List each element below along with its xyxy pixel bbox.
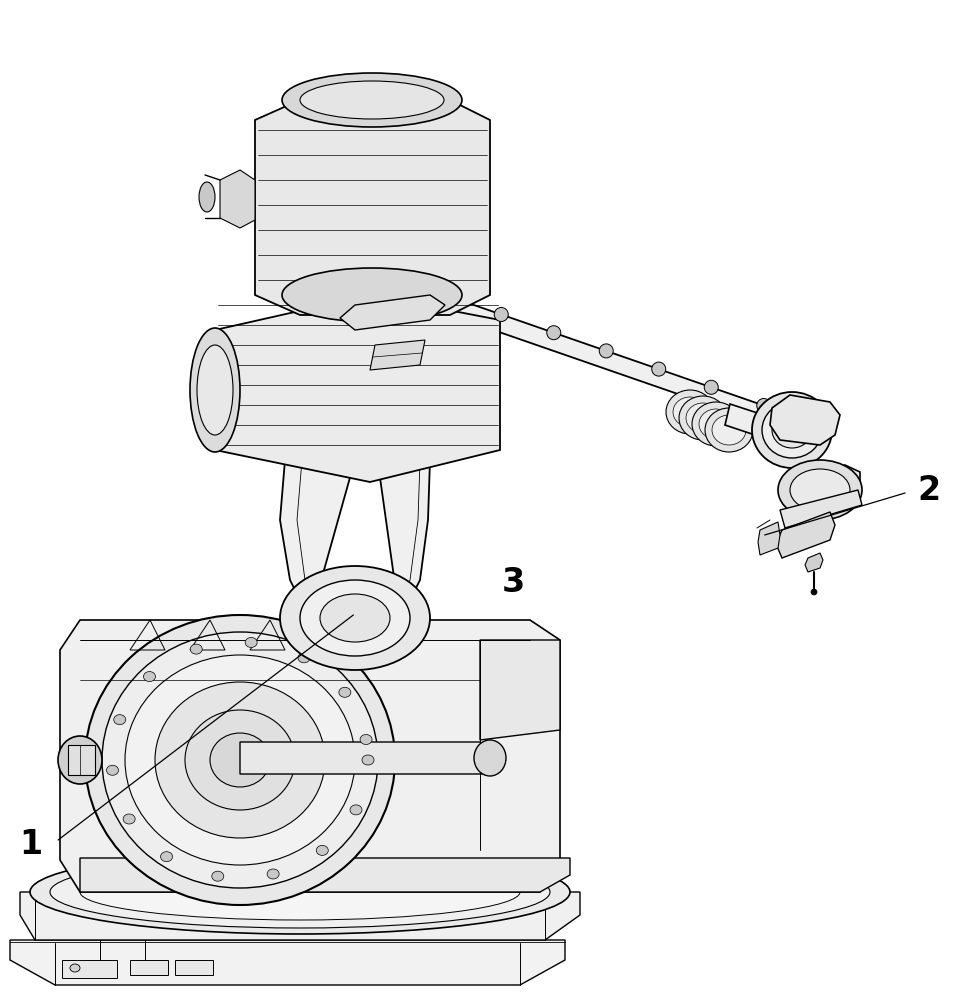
Polygon shape [220,170,255,228]
Polygon shape [770,395,840,445]
Ellipse shape [762,402,822,458]
Ellipse shape [30,850,570,934]
Ellipse shape [185,710,295,810]
Ellipse shape [85,615,395,905]
Ellipse shape [666,390,714,434]
Ellipse shape [282,73,462,127]
Polygon shape [776,512,835,558]
Ellipse shape [705,380,718,394]
Polygon shape [10,940,565,985]
Ellipse shape [161,852,172,862]
Ellipse shape [298,653,310,663]
Polygon shape [255,100,490,315]
Ellipse shape [300,580,410,656]
Ellipse shape [155,682,325,838]
Ellipse shape [692,402,740,446]
Ellipse shape [197,345,233,435]
Ellipse shape [673,397,707,427]
Polygon shape [805,553,823,572]
Ellipse shape [778,460,862,520]
Polygon shape [725,404,800,452]
Ellipse shape [106,765,118,775]
Text: 2: 2 [918,474,941,506]
Ellipse shape [547,326,560,340]
Ellipse shape [360,735,372,745]
Ellipse shape [191,644,202,654]
Ellipse shape [782,421,802,439]
Ellipse shape [123,814,136,824]
Ellipse shape [190,328,240,452]
Ellipse shape [599,344,614,358]
Polygon shape [280,335,430,620]
Ellipse shape [362,755,374,765]
Ellipse shape [339,687,350,697]
Polygon shape [60,620,560,892]
Ellipse shape [113,715,126,725]
Text: 1: 1 [19,828,43,861]
Polygon shape [370,340,425,370]
Ellipse shape [70,964,80,972]
Bar [62,960,117,978]
Ellipse shape [58,736,102,784]
Ellipse shape [350,805,362,815]
Ellipse shape [772,412,812,448]
Ellipse shape [651,362,666,376]
Ellipse shape [686,403,720,433]
Polygon shape [790,465,860,510]
Ellipse shape [50,856,550,928]
Ellipse shape [474,740,506,776]
Polygon shape [780,490,862,528]
Ellipse shape [811,589,817,595]
Ellipse shape [199,182,215,212]
Ellipse shape [712,415,746,445]
Ellipse shape [212,871,224,881]
Ellipse shape [125,655,355,865]
Polygon shape [215,295,500,482]
Ellipse shape [245,637,257,647]
Ellipse shape [102,632,378,888]
Ellipse shape [320,594,390,642]
Ellipse shape [280,566,430,670]
Ellipse shape [757,398,771,412]
Polygon shape [80,858,570,892]
Ellipse shape [143,672,156,682]
Ellipse shape [495,308,508,322]
Polygon shape [445,295,825,445]
Polygon shape [480,640,560,740]
Ellipse shape [752,392,832,468]
Ellipse shape [210,733,270,787]
Ellipse shape [300,81,444,119]
Bar [130,960,168,975]
Polygon shape [20,892,580,940]
Polygon shape [340,295,445,330]
Polygon shape [240,742,490,774]
Ellipse shape [80,864,520,920]
Ellipse shape [282,268,462,322]
Ellipse shape [790,469,850,511]
Ellipse shape [679,396,727,440]
Bar [175,960,213,975]
Ellipse shape [705,408,753,452]
Polygon shape [68,745,95,775]
Polygon shape [758,522,780,555]
Ellipse shape [699,409,733,439]
Ellipse shape [317,845,328,855]
Text: 3: 3 [501,566,525,599]
Ellipse shape [267,869,279,879]
